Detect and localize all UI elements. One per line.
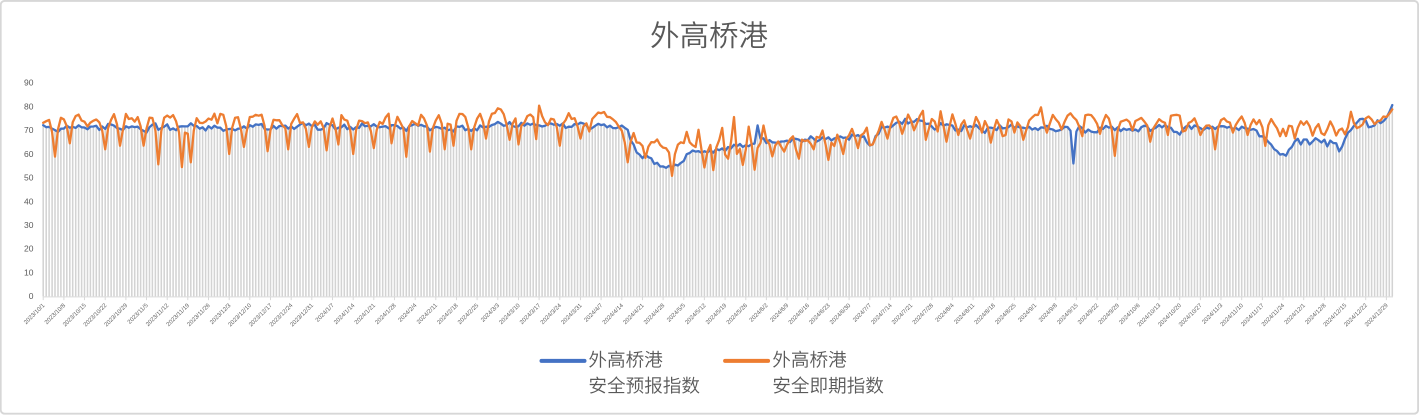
svg-text:70: 70 [24,125,34,135]
svg-text:2024/6/2: 2024/6/2 [749,302,770,323]
svg-text:60: 60 [24,149,34,159]
svg-text:2024/9/8: 2024/9/8 [1038,302,1059,323]
svg-text:50: 50 [24,173,34,183]
svg-text:0: 0 [29,291,34,301]
svg-text:2024/4/7: 2024/4/7 [584,302,605,323]
svg-text:2024/3/3: 2024/3/3 [480,302,501,323]
svg-text:30: 30 [24,220,34,230]
svg-text:2024/9/1: 2024/9/1 [1018,302,1039,323]
svg-text:90: 90 [24,78,34,88]
svg-text:2024/8/4: 2024/8/4 [935,302,956,323]
svg-text:2023/11/26: 2023/11/26 [187,302,213,328]
svg-text:2024/11/24: 2024/11/24 [1261,302,1287,328]
svg-text:80: 80 [24,101,34,111]
svg-text:2024/6/30: 2024/6/30 [829,302,853,326]
svg-text:2024/7/7: 2024/7/7 [852,302,873,323]
svg-text:2024/1/28: 2024/1/28 [375,302,399,326]
svg-text:40: 40 [24,196,34,206]
svg-text:2024/1/7: 2024/1/7 [315,302,336,323]
svg-text:2024/2/25: 2024/2/25 [457,302,481,326]
svg-text:20: 20 [24,244,34,254]
svg-text:2024/5/26: 2024/5/26 [726,302,750,326]
svg-text:2024/8/25: 2024/8/25 [994,302,1018,326]
svg-text:2024/6/9: 2024/6/9 [770,302,791,323]
svg-text:10: 10 [24,268,34,278]
svg-text:2024/4/28: 2024/4/28 [643,302,667,326]
svg-text:2024/5/5: 2024/5/5 [666,302,687,323]
svg-text:2024/3/31: 2024/3/31 [561,302,585,326]
svg-text:2024/7/28: 2024/7/28 [912,302,936,326]
svg-text:2024/2/4: 2024/2/4 [398,302,419,323]
